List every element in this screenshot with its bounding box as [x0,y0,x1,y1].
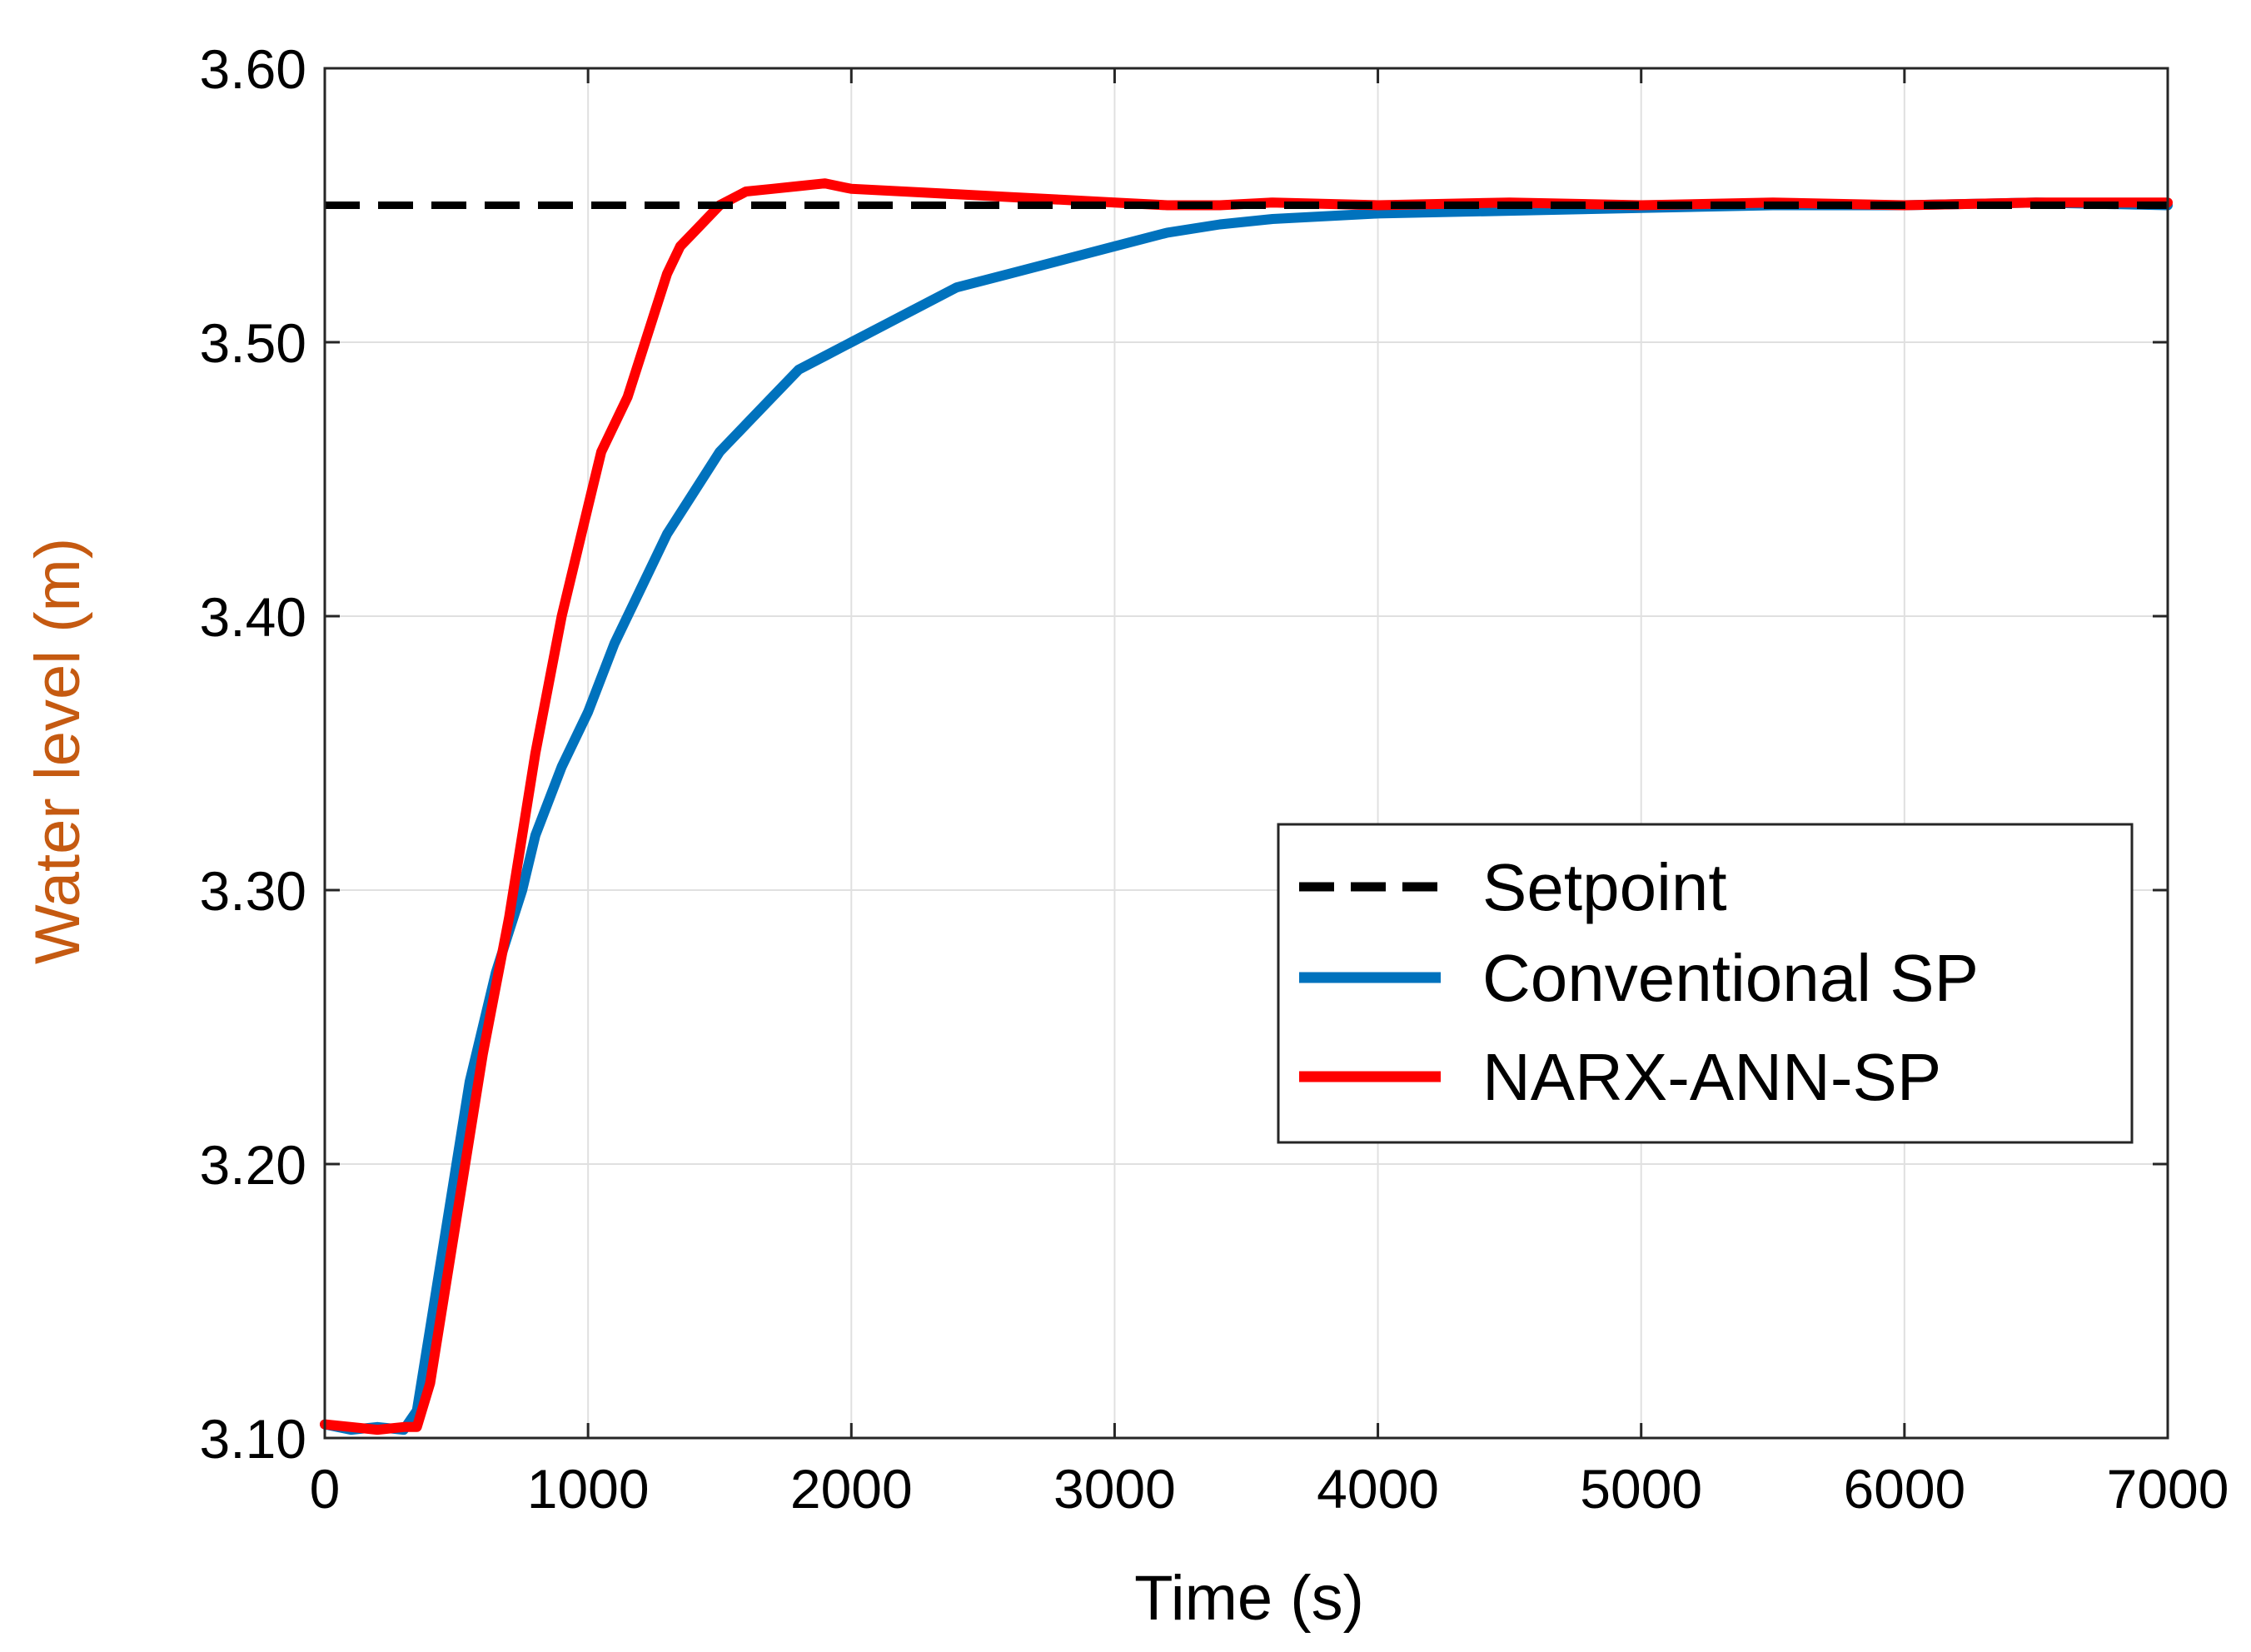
y-tick-label: 3.30 [200,860,306,922]
legend-label-conventional-sp: Conventional SP [1482,941,1979,1015]
x-tick-label: 2000 [790,1458,913,1520]
y-tick-label: 3.60 [200,38,306,100]
x-axis-title: Time (s) [1134,1563,1364,1634]
series-line-conventional-sp [320,197,2173,1436]
legend-label-setpoint: Setpoint [1482,850,1727,924]
y-tick-label: 3.10 [200,1408,306,1470]
x-tick-label: 5000 [1580,1458,1702,1520]
x-tick-label: 0 [310,1458,341,1520]
series-layer [320,178,2173,1436]
tick-marks [323,67,2169,1440]
x-tick-label: 6000 [1843,1458,1965,1520]
y-tick-label: 3.40 [200,586,306,648]
y-tick-label: 3.50 [200,312,306,374]
y-tick-label: 3.20 [200,1134,306,1196]
legend-box [1277,823,2134,1144]
y-axis-title: Water level (m) [22,538,93,964]
y-tick-labels: 3.10 3.20 3.30 3.40 3.50 3.60 [200,38,306,1470]
x-tick-label: 4000 [1317,1458,1439,1520]
plot-frame [323,67,2169,1440]
legend: Setpoint Conventional SP NARX-ANN-SP [1277,823,2134,1144]
x-tick-label: 3000 [1053,1458,1176,1520]
x-tick-label: 1000 [527,1458,650,1520]
x-tick-labels: 0 1000 2000 3000 4000 5000 6000 7000 [310,1458,2229,1520]
x-tick-label: 7000 [2107,1458,2229,1520]
legend-label-narx-ann-sp: NARX-ANN-SP [1482,1040,1941,1114]
